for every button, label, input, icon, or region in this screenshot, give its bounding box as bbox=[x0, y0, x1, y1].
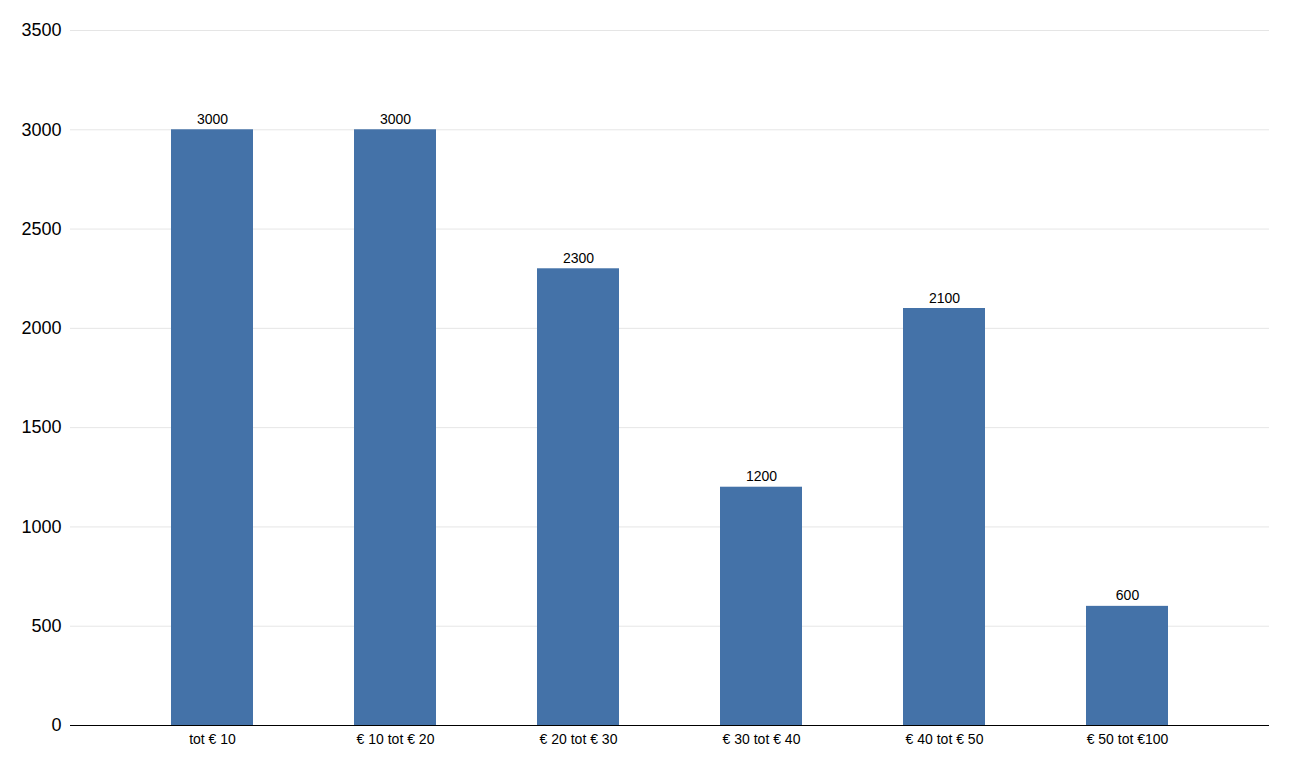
svg-text:3500: 3500 bbox=[21, 20, 61, 40]
svg-text:€ 10 tot € 20: € 10 tot € 20 bbox=[357, 731, 435, 747]
svg-text:3000: 3000 bbox=[21, 120, 61, 140]
svg-text:600: 600 bbox=[1116, 587, 1140, 603]
svg-text:€ 50 tot €100: € 50 tot €100 bbox=[1087, 731, 1169, 747]
svg-text:2500: 2500 bbox=[21, 219, 61, 239]
svg-text:€ 40 tot € 50: € 40 tot € 50 bbox=[906, 731, 984, 747]
svg-text:2000: 2000 bbox=[21, 318, 61, 338]
svg-text:2100: 2100 bbox=[929, 290, 960, 306]
svg-text:1200: 1200 bbox=[746, 468, 777, 484]
svg-text:€ 20 tot € 30: € 20 tot € 30 bbox=[540, 731, 618, 747]
svg-text:€ 30 tot € 40: € 30 tot € 40 bbox=[723, 731, 801, 747]
svg-text:tot € 10: tot € 10 bbox=[189, 731, 236, 747]
svg-text:3000: 3000 bbox=[197, 111, 228, 127]
svg-text:2300: 2300 bbox=[563, 250, 594, 266]
svg-text:1000: 1000 bbox=[21, 517, 61, 537]
svg-text:0: 0 bbox=[51, 715, 61, 735]
svg-text:500: 500 bbox=[31, 616, 61, 636]
svg-text:1500: 1500 bbox=[21, 417, 61, 437]
svg-text:3000: 3000 bbox=[380, 111, 411, 127]
